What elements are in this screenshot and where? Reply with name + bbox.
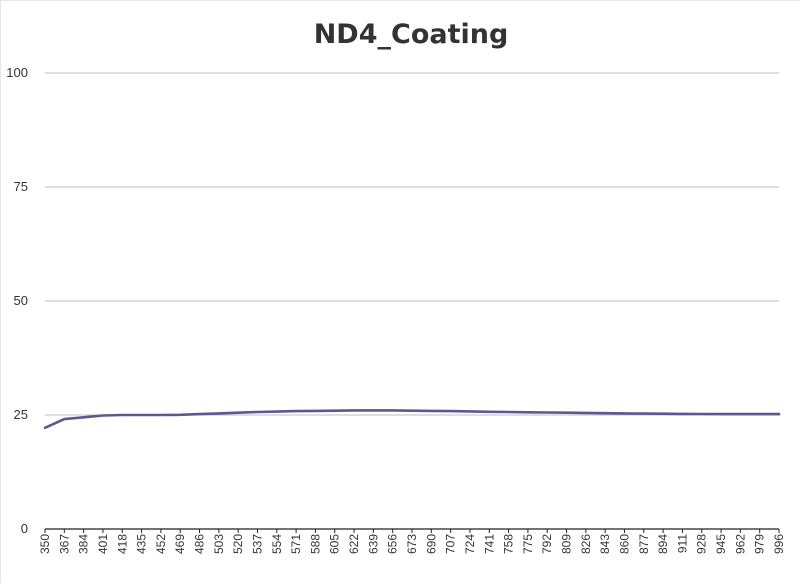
x-tick-label: 418	[115, 534, 129, 554]
x-tick-label: 860	[617, 534, 631, 554]
x-tick-label: 945	[714, 534, 728, 554]
x-tick-label: 571	[289, 534, 303, 554]
x-tick-label: 384	[77, 534, 91, 554]
x-tick-label: 894	[656, 534, 670, 554]
x-tick-label: 877	[637, 534, 651, 554]
x-tick-label: 435	[135, 534, 149, 554]
x-tick-label: 520	[231, 534, 245, 554]
x-tick-label: 775	[521, 534, 535, 554]
x-tick-label: 809	[560, 534, 574, 554]
x-tick-label: 928	[695, 534, 709, 554]
x-tick-label: 707	[444, 534, 458, 554]
x-tick-label: 962	[733, 534, 747, 554]
y-tick-label: 0	[21, 521, 28, 536]
x-tick-label: 622	[347, 534, 361, 554]
y-tick-label: 75	[14, 179, 28, 194]
x-tick-label: 673	[405, 534, 419, 554]
x-tick-label: 741	[482, 534, 496, 554]
x-tick-label: 843	[598, 534, 612, 554]
y-tick-label: 25	[14, 407, 28, 422]
x-tick-label: 486	[193, 534, 207, 554]
x-tick-label: 367	[57, 534, 71, 554]
x-tick-label: 588	[308, 534, 322, 554]
x-tick-label: 469	[173, 534, 187, 554]
x-tick-label: 656	[386, 534, 400, 554]
x-tick-label: 537	[250, 534, 264, 554]
x-tick-label: 792	[540, 534, 554, 554]
chart-title: ND4_Coating	[313, 19, 509, 50]
x-tick-label: 503	[212, 534, 226, 554]
x-tick-label: 724	[463, 534, 477, 554]
x-tick-label: 690	[424, 534, 438, 554]
y-tick-label: 50	[14, 293, 28, 308]
x-tick-label: 350	[38, 534, 52, 554]
x-tick-label: 452	[154, 534, 168, 554]
x-tick-label: 605	[328, 534, 342, 554]
x-tick-label: 554	[270, 534, 284, 554]
x-tick-label: 639	[366, 534, 380, 554]
y-tick-label: 100	[6, 65, 28, 80]
x-tick-label: 826	[579, 534, 593, 554]
x-tick-label: 758	[502, 534, 516, 554]
x-tick-label: 996	[772, 534, 786, 554]
x-tick-label: 911	[675, 534, 689, 553]
series-line	[43, 409, 781, 430]
x-tick-label: 401	[96, 534, 110, 554]
x-tick-label: 979	[753, 534, 767, 554]
